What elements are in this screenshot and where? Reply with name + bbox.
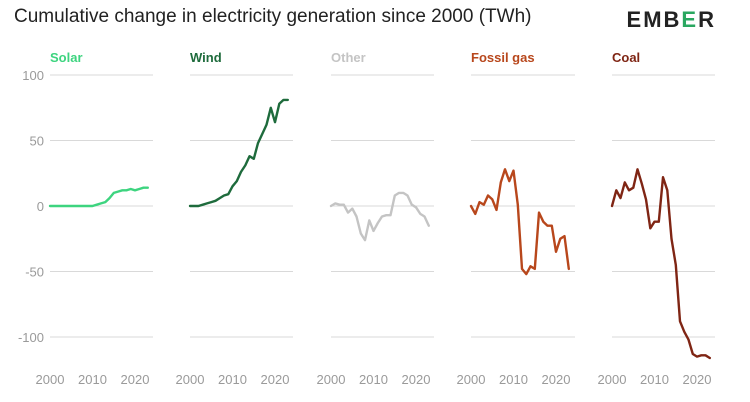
panel-other: Other 2000 2010 2020 [317, 50, 431, 387]
ember-logo: EMBER [626, 7, 716, 32]
chart-title: Cumulative change in electricity generat… [14, 6, 532, 27]
x-tick-label: 2000 [457, 372, 486, 387]
x-tick-label: 2000 [598, 372, 627, 387]
series-line [188, 98, 289, 208]
x-tick-label: 2000 [36, 372, 65, 387]
y-tick-label: 0 [37, 199, 44, 214]
y-tick-label: 50 [30, 134, 44, 149]
x-tick-label: 2020 [261, 372, 290, 387]
series-line [329, 191, 430, 242]
x-tick-label: 2010 [359, 372, 388, 387]
x-tick-label: 2020 [121, 372, 150, 387]
series-label: Fossil gas [471, 50, 535, 65]
series-label: Coal [612, 50, 640, 65]
x-tick-label: 2020 [542, 372, 571, 387]
series-label: Solar [50, 50, 83, 65]
x-tick-label: 2000 [317, 372, 346, 387]
x-tick-label: 2010 [499, 372, 528, 387]
series-line [610, 168, 711, 360]
panel-wind: Wind 2000 2010 2020 [176, 50, 290, 387]
y-tick-label: -50 [25, 265, 44, 280]
y-tick-label: 100 [22, 68, 44, 83]
x-tick-label: 2000 [176, 372, 205, 387]
x-tick-label: 2010 [78, 372, 107, 387]
x-tick-label: 2010 [640, 372, 669, 387]
panel-solar: Solar 2000 2010 2020 [36, 50, 150, 387]
y-tick-label: -100 [18, 330, 44, 345]
x-tick-label: 2020 [683, 372, 712, 387]
x-tick-label: 2010 [218, 372, 247, 387]
series-label: Other [331, 50, 366, 65]
series-label: Wind [190, 50, 222, 65]
series-line [48, 186, 150, 208]
panel-fossil-gas: Fossil gas 2000 2010 2020 [457, 50, 571, 387]
panel-coal: Coal 2000 2010 2020 [598, 50, 712, 387]
x-tick-label: 2020 [402, 372, 431, 387]
series-line [469, 168, 570, 276]
